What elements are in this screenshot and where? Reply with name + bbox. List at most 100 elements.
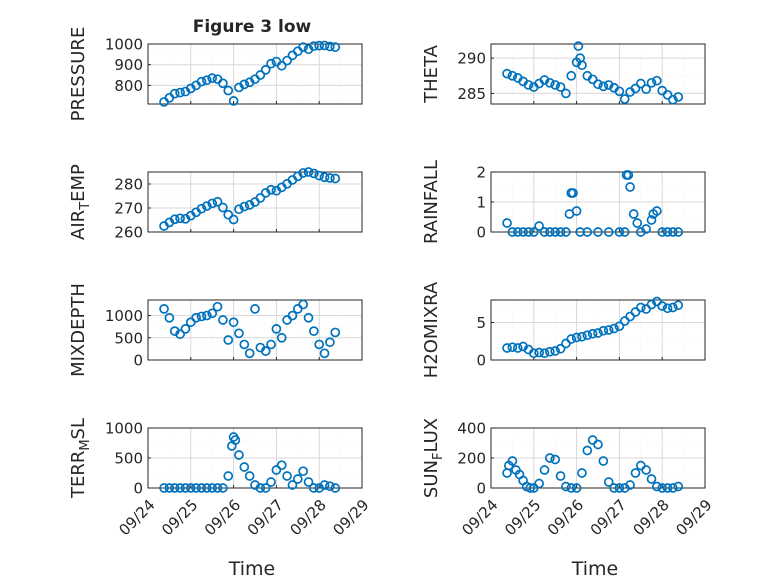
data-point (196, 483, 207, 493)
data-point (593, 79, 603, 90)
data-point (309, 326, 319, 336)
data-point (523, 80, 534, 90)
data-point (512, 343, 523, 353)
data-point (191, 483, 201, 493)
data-point (309, 168, 319, 179)
data-point (218, 78, 228, 89)
y-tick-label: 260 (114, 224, 143, 242)
figure-title: Figure 3 low (193, 17, 312, 37)
data-point (330, 173, 341, 184)
data-point (555, 471, 566, 481)
data-point (196, 311, 207, 322)
data-point (202, 75, 212, 86)
data-point (573, 41, 584, 51)
data-point (234, 204, 244, 215)
data-point (234, 328, 244, 339)
data-point (662, 89, 673, 100)
data-point (518, 227, 528, 237)
data-point (525, 483, 536, 493)
data-point (255, 70, 266, 80)
data-point (303, 167, 314, 177)
y-axis-label: H2OMIXRA (421, 281, 442, 378)
data-point (651, 481, 662, 492)
data-point (628, 209, 639, 219)
data-point (303, 312, 314, 323)
data-point (550, 80, 561, 90)
data-point (330, 42, 341, 52)
data-point (534, 347, 545, 358)
data-point (260, 483, 271, 493)
data-point (276, 460, 287, 471)
data-point (175, 329, 185, 340)
data-point (539, 465, 550, 475)
data-point (539, 227, 550, 237)
data-point (673, 481, 684, 492)
data-point (292, 474, 303, 484)
data-point (550, 227, 561, 237)
data-point (330, 483, 341, 493)
data-point (577, 331, 587, 342)
data-point (314, 40, 325, 51)
y-axis-label: SUNFLUX (421, 418, 446, 498)
data-point (202, 483, 212, 493)
data-point (603, 477, 614, 487)
panel-rainfall: 0 1 2 RAINFALL (421, 160, 706, 244)
data-point (271, 465, 282, 475)
data-point (298, 466, 308, 477)
y-tick-label: 400 (457, 420, 486, 438)
data-point (207, 308, 218, 319)
axes-box (147, 299, 363, 361)
data-point (244, 200, 255, 210)
data-point (276, 332, 287, 343)
y-tick-label: 285 (457, 85, 486, 103)
data-point (528, 227, 539, 237)
data-point (228, 214, 239, 225)
data-point (566, 70, 577, 81)
data-point (550, 454, 561, 465)
data-point (223, 85, 234, 96)
data-point (175, 213, 185, 224)
data-point (571, 483, 582, 493)
data-point (555, 343, 566, 354)
data-point (255, 483, 266, 493)
data-point (507, 456, 518, 466)
data-point (303, 477, 314, 487)
data-point (635, 78, 646, 89)
data-point (668, 483, 678, 493)
data-point (571, 206, 582, 216)
data-point (582, 227, 593, 237)
data-point (534, 221, 545, 231)
data-point (212, 301, 223, 312)
y-axis-label: AIRTEMP (68, 164, 93, 240)
data-point (577, 60, 587, 71)
data-point (571, 332, 582, 343)
data-point (180, 324, 191, 334)
data-point (582, 445, 593, 456)
y-tick-label: 800 (114, 77, 143, 95)
panel-air_temp: 260 270 280 AIRTEMP (68, 164, 363, 242)
data-point (169, 483, 180, 493)
data-point (196, 76, 207, 87)
x-axis-label-left: Time (228, 558, 276, 580)
data-point (159, 304, 169, 314)
y-tick-label: 280 (114, 176, 143, 194)
data-point (319, 480, 330, 490)
data-point (561, 481, 571, 492)
data-point (641, 224, 652, 234)
data-point (239, 201, 250, 212)
data-point (625, 480, 635, 490)
data-point (673, 227, 684, 237)
y-tick-label: 270 (114, 200, 143, 218)
data-point (614, 321, 625, 332)
data-point (314, 170, 325, 181)
data-point (212, 483, 223, 493)
data-point (239, 462, 250, 472)
data-point (298, 168, 308, 178)
data-point (309, 483, 319, 493)
data-point (330, 327, 341, 338)
data-point (544, 227, 555, 237)
data-point (593, 439, 603, 450)
data-point (603, 227, 614, 237)
data-point (662, 483, 673, 493)
